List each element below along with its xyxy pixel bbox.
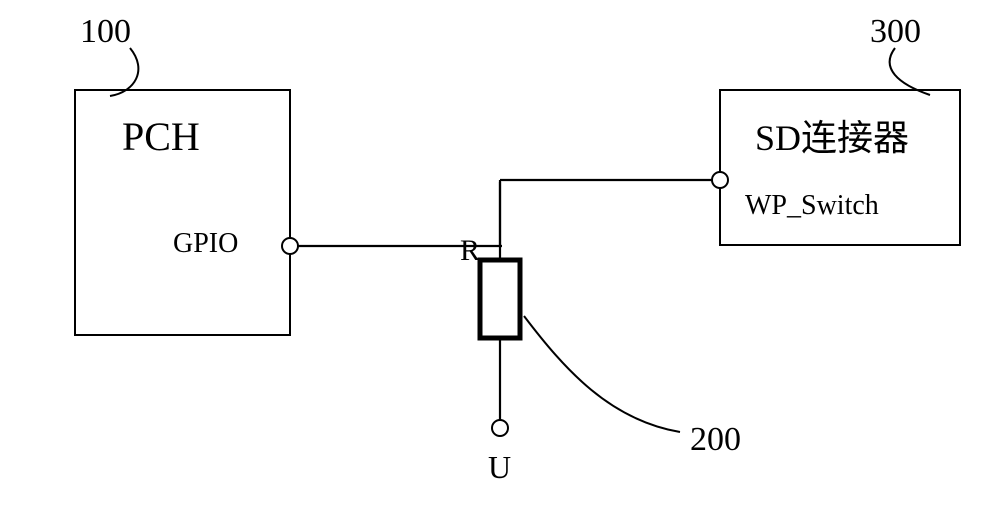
sd-pin-terminal: [712, 172, 728, 188]
resistor-body: [480, 260, 520, 338]
resistor-label: R: [460, 234, 480, 267]
sd-title: SD连接器: [755, 118, 909, 158]
callout-label-300: 300: [870, 13, 921, 50]
u-label: U: [488, 449, 511, 485]
callout-300: 300: [870, 13, 930, 95]
sd-pin-label: WP_Switch: [745, 190, 879, 221]
u-terminal: [492, 420, 508, 436]
callout-leader-100: [110, 48, 138, 96]
pch-pin-label: GPIO: [173, 228, 238, 259]
wires: [298, 180, 712, 246]
sd-box: [720, 90, 960, 245]
pch-pin-terminal: [282, 238, 298, 254]
pull-resistor: RU: [460, 182, 520, 485]
callout-leader-300: [890, 48, 930, 95]
pch-title: PCH: [122, 114, 200, 159]
callout-label-200: 200: [690, 421, 741, 458]
callout-200: 200: [524, 316, 741, 458]
sd-connector-block: SD连接器 WP_Switch: [712, 90, 960, 245]
callout-leader-200: [524, 316, 680, 432]
callout-label-100: 100: [80, 13, 131, 50]
pch-block: PCH GPIO: [75, 90, 298, 335]
callout-100: 100: [80, 13, 138, 96]
